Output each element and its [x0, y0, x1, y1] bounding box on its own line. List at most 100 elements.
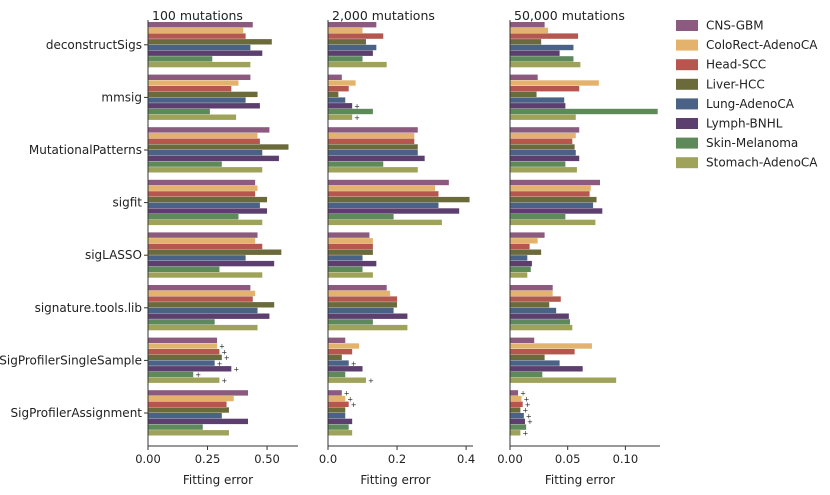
legend-item: Liver-HCC [676, 77, 765, 91]
bar-lung-adenoca [148, 360, 215, 366]
bar-liver-hcc [148, 249, 282, 255]
x-tick-label: 0.0 [319, 452, 337, 466]
bar-lymph-bnhl [510, 260, 532, 267]
bar-head-scc [328, 243, 373, 250]
x-tick-label: 0.05 [555, 452, 581, 466]
bar-cns-gbm [510, 179, 600, 186]
bar-skin-melanoma [510, 56, 574, 62]
plus-marker: + [217, 360, 223, 368]
bar-stomach-adenoca [148, 272, 263, 278]
bar-lung-adenoca [148, 97, 246, 103]
method-labels-group: deconstructSigs mmsig MutationalPatterns si… [0, 38, 148, 420]
bar-lung-adenoca [328, 97, 346, 103]
bar-cns-gbm [148, 390, 248, 396]
method-label: SigProfilerSingleSample [0, 353, 142, 367]
bar-liver-hcc [328, 39, 366, 45]
plus-marker: + [344, 390, 350, 398]
bar-stomach-adenoca [510, 324, 573, 331]
bar-liver-hcc [148, 91, 258, 98]
bar-colorect-adenoca [510, 80, 599, 86]
bar-colorect-adenoca [148, 395, 234, 402]
bar-cns-gbm [148, 179, 256, 186]
bar-skin-melanoma [148, 424, 203, 430]
panel-2: 50,000 mutations+++++++0.00 0.05 0.10Fitti… [497, 8, 660, 487]
bar-head-scc [328, 296, 398, 302]
bar-lung-adenoca [328, 307, 394, 314]
bar-head-scc [328, 33, 384, 39]
bar-lymph-bnhl [328, 208, 460, 214]
bar-liver-hcc [328, 407, 346, 413]
bar-stomach-adenoca [510, 61, 581, 68]
bar-stomach-adenoca [510, 272, 528, 278]
bar-lymph-bnhl [148, 260, 275, 267]
bar-skin-melanoma [510, 266, 531, 272]
plus-marker: + [525, 401, 531, 409]
bar-lymph-bnhl [148, 50, 263, 56]
method-label: sigLASSO [85, 248, 142, 262]
bar-stomach-adenoca [328, 167, 418, 173]
bar-liver-hcc [510, 249, 542, 255]
bar-lymph-bnhl [148, 366, 232, 372]
bar-cns-gbm [328, 285, 387, 291]
bar-lymph-bnhl [328, 260, 377, 267]
bar-liver-hcc [148, 39, 272, 45]
bar-cns-gbm [328, 179, 449, 186]
panel-title: 100 mutations [152, 8, 243, 23]
bar-head-scc [148, 33, 246, 39]
method-label: signature.tools.lib [35, 301, 142, 315]
method-label: mmsig [101, 90, 142, 104]
legend-swatch [676, 78, 698, 90]
bar-cns-gbm [328, 337, 346, 343]
legend-item: CNS-GBM [676, 19, 764, 33]
bar-cns-gbm [148, 127, 270, 133]
bar-lymph-bnhl [510, 366, 583, 372]
bar-head-scc [328, 401, 349, 407]
bar-colorect-adenoca [148, 27, 244, 34]
bar-colorect-adenoca [510, 27, 549, 34]
bar-head-scc [510, 401, 523, 407]
x-tick-label: 0.00 [497, 452, 523, 466]
bar-colorect-adenoca [148, 343, 218, 349]
bar-cns-gbm [510, 285, 553, 291]
panel-title: 50,000 mutations [514, 8, 625, 23]
bar-skin-melanoma [148, 108, 210, 115]
bar-skin-melanoma [328, 108, 373, 115]
bar-cns-gbm [328, 22, 377, 28]
plus-marker: + [347, 395, 353, 403]
bar-head-scc [148, 243, 263, 250]
plus-marker: + [219, 343, 225, 351]
bar-lymph-bnhl [328, 50, 373, 56]
legend-label: CNS-GBM [706, 19, 764, 33]
legend-item: Lung-AdenoCA [676, 97, 795, 111]
legend-swatch [676, 59, 698, 71]
bar-cns-gbm [510, 74, 538, 80]
plus-marker: + [522, 407, 528, 415]
bar-colorect-adenoca [328, 395, 346, 402]
bar-cns-gbm [328, 232, 370, 238]
bar-lymph-bnhl [148, 155, 279, 162]
x-axis-label: Fitting error [545, 473, 615, 487]
bar-skin-melanoma [328, 371, 346, 378]
bar-liver-hcc [510, 196, 597, 203]
plus-marker: + [221, 348, 227, 356]
bar-lung-adenoca [510, 202, 594, 208]
plus-marker: + [368, 377, 374, 385]
bar-head-scc [328, 138, 415, 144]
bar-skin-melanoma [328, 319, 373, 325]
x-tick-label: 0.2 [388, 452, 406, 466]
plus-marker: + [351, 360, 357, 368]
bar-liver-hcc [328, 196, 470, 203]
legend-label: Stomach-AdenoCA [706, 156, 818, 170]
bar-liver-hcc [328, 354, 342, 361]
bar-skin-melanoma [328, 56, 363, 62]
bar-skin-melanoma [328, 266, 363, 272]
bar-lung-adenoca [148, 150, 263, 156]
method-label: MutationalPatterns [29, 143, 142, 157]
bar-cns-gbm [148, 337, 218, 343]
legend-item: Skin-Melanoma [676, 136, 798, 150]
x-tick-label: 0.50 [254, 452, 280, 466]
bar-cns-gbm [328, 127, 418, 133]
bar-liver-hcc [328, 91, 339, 98]
bar-cns-gbm [510, 390, 519, 396]
plus-marker: + [522, 429, 528, 437]
